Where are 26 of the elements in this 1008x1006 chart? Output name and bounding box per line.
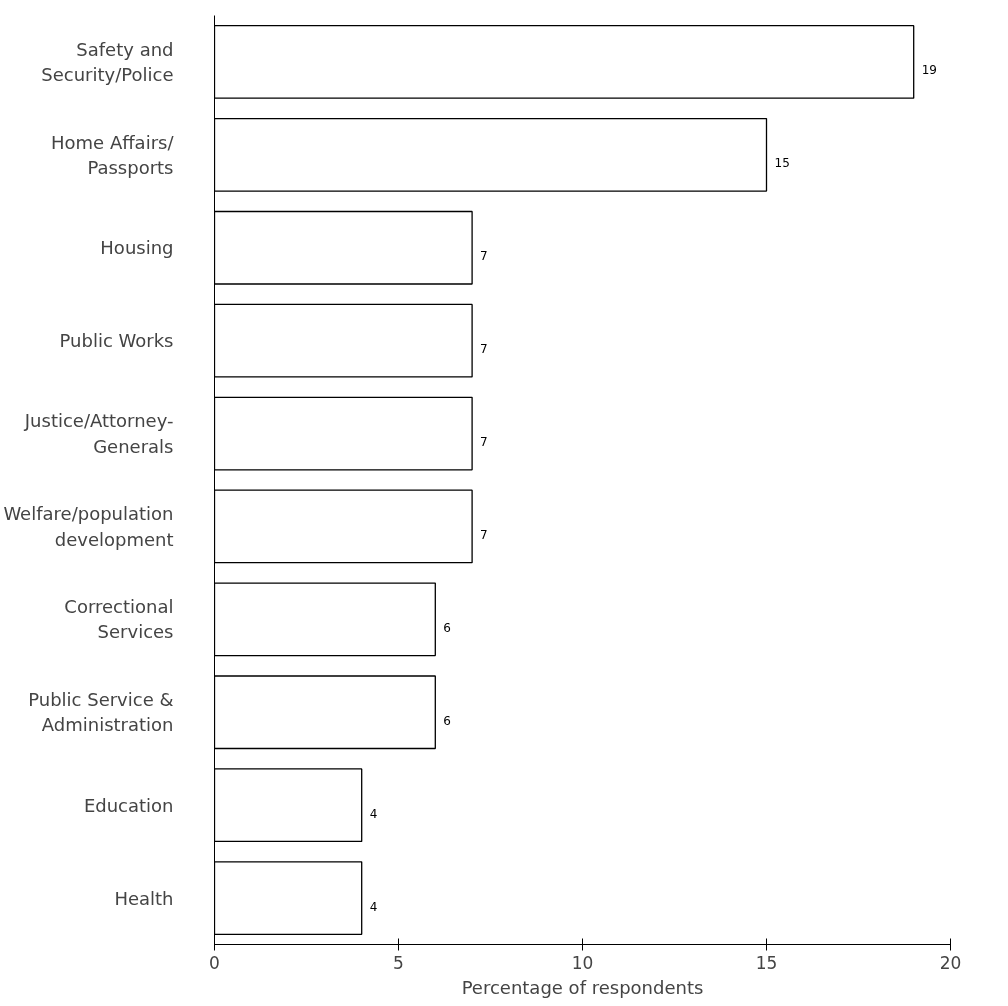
data-label: 7: [480, 342, 488, 357]
data-label: 6: [443, 713, 451, 728]
x-tick-label: 15: [755, 952, 778, 973]
data-label: 4: [369, 899, 378, 914]
x-tick-label: 5: [393, 952, 404, 973]
y-tick-label: Public Service & Administration: [28, 689, 174, 736]
data-label: 15: [774, 156, 790, 171]
y-tick-label: Home Affairs/ Passports: [51, 131, 175, 178]
y-tick-label: Housing: [100, 237, 174, 259]
data-label: 19: [921, 63, 937, 78]
y-tick-label: Correctional Services: [64, 596, 174, 643]
y-tick-label: Justice/Attorney-Generals: [23, 410, 174, 457]
data-label: 6: [443, 620, 451, 635]
data-label: 4: [369, 806, 378, 821]
data-label: 7: [480, 527, 488, 542]
y-tick-label: Public Works: [59, 330, 174, 352]
x-tick-label: 20: [939, 952, 962, 973]
y-tick-label: Safety and Security/Police: [41, 38, 174, 86]
y-tick-label: Health: [114, 887, 174, 909]
x-tick-label: 10: [571, 952, 594, 973]
x-axis-title: Percentage of respondents: [461, 976, 704, 998]
x-tick-label: 0: [209, 952, 220, 973]
y-tick-label: Education: [83, 794, 174, 816]
data-label: 7: [480, 435, 488, 450]
y-tick-label: Welfare/population development: [3, 503, 174, 550]
data-label: 7: [480, 249, 488, 264]
